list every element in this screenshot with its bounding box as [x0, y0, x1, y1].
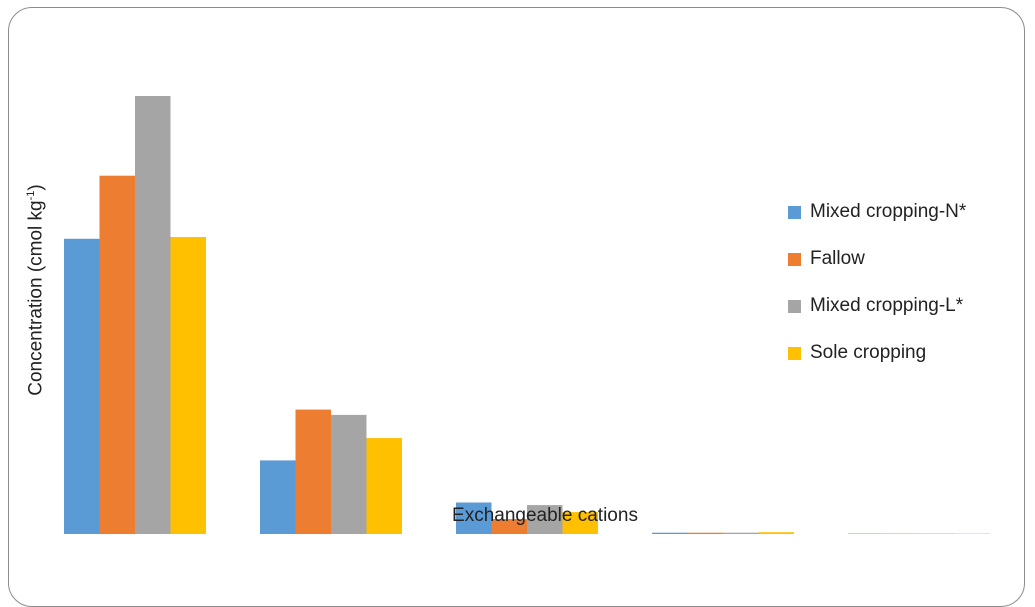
y-axis-label-prefix: Concentration (cmol kg: [25, 200, 46, 395]
legend-swatch: [788, 347, 801, 360]
bar-sole-cropping-group-4: [759, 532, 795, 534]
legend-item-mixed-cropping-n: Mixed cropping-N*: [788, 200, 1028, 224]
legend-swatch: [788, 253, 801, 266]
bar-mixed-cropping-l-group-1: [135, 96, 171, 534]
bar-mixed-cropping-n-group-2: [260, 460, 296, 534]
bar-fallow-group-1: [100, 176, 136, 534]
bar-mixed-cropping-l-group-2: [331, 415, 367, 534]
bar-fallow-group-2: [296, 410, 332, 534]
y-axis-label-suffix: ): [25, 184, 46, 190]
bar-fallow-group-4: [688, 533, 724, 534]
legend-swatch: [788, 206, 801, 219]
legend-swatch: [788, 300, 801, 313]
bar-mixed-cropping-n-group-4: [652, 533, 688, 534]
legend-item-fallow: Fallow: [788, 247, 1028, 271]
x-axis-label: Exchangeable cations: [400, 504, 690, 528]
bar-sole-cropping-group-1: [171, 237, 207, 534]
legend: Mixed cropping-N* Fallow Mixed cropping-…: [788, 200, 1028, 388]
legend-label: Sole cropping: [810, 341, 926, 365]
bar-mixed-cropping-n-group-1: [64, 239, 100, 534]
bar-mixed-cropping-l-group-4: [723, 533, 759, 534]
y-axis-label: Concentration (cmol kg-1): [19, 140, 43, 440]
bar-sole-cropping-group-2: [367, 438, 403, 534]
legend-label: Fallow: [810, 247, 865, 271]
y-axis-label-superscript: -1: [25, 191, 37, 201]
legend-item-mixed-cropping-l: Mixed cropping-L*: [788, 294, 1028, 318]
legend-label: Mixed cropping-L*: [810, 294, 963, 318]
legend-item-sole-cropping: Sole cropping: [788, 341, 1028, 365]
legend-label: Mixed cropping-N*: [810, 200, 966, 224]
